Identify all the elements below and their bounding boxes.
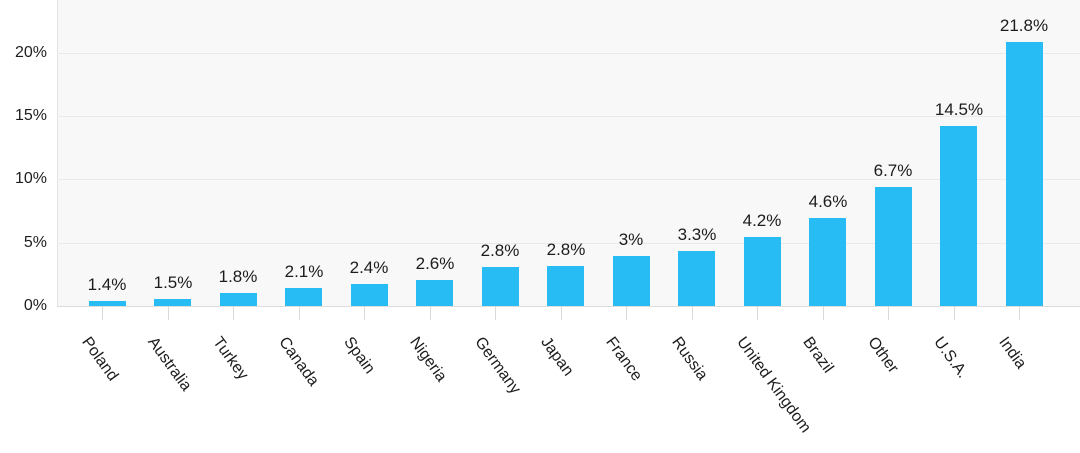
bar-value-label: 2.8% (546, 240, 586, 259)
x-axis-tick (888, 306, 889, 320)
bar-value-label: 2.8% (480, 241, 520, 260)
bar-nigeria (416, 280, 453, 306)
y-axis-tick-label: 20% (14, 44, 47, 61)
x-axis-tick (823, 306, 824, 320)
x-axis-label-nigeria: Nigeria (406, 334, 450, 385)
x-axis-label-brazil: Brazil (799, 334, 837, 377)
x-axis-tick (1019, 306, 1020, 320)
bar-canada (285, 288, 322, 306)
x-axis-tick (954, 306, 955, 320)
x-axis-label-poland: Poland (78, 334, 122, 385)
x-axis-tick (364, 306, 365, 320)
bar-india (1006, 42, 1043, 306)
x-axis-label-u-s-a: U.S.A. (930, 334, 972, 382)
x-axis-tick (430, 306, 431, 320)
gridline (57, 179, 1080, 180)
x-axis-label-spain: Spain (340, 334, 379, 378)
x-axis-label-canada: Canada (275, 334, 322, 390)
bar-united-kingdom (744, 237, 781, 306)
bar-value-label: 14.5% (934, 100, 984, 119)
bar-value-label: 2.1% (284, 262, 324, 281)
bar-value-label: 21.8% (999, 16, 1049, 35)
x-axis-label-india: India (995, 334, 1030, 373)
bar-germany (482, 267, 519, 306)
x-axis-label-russia: Russia (668, 334, 711, 384)
x-axis-baseline (57, 306, 1080, 307)
x-axis-tick (692, 306, 693, 320)
x-axis-label-japan: Japan (537, 334, 577, 380)
bar-spain (351, 284, 388, 306)
x-axis-label-germany: Germany (471, 334, 524, 398)
bar-value-label: 1.5% (153, 273, 193, 292)
bar-brazil (809, 218, 846, 306)
bar-value-label: 2.4% (349, 258, 389, 277)
bar-value-label: 1.8% (218, 267, 258, 286)
gridline (57, 53, 1080, 54)
x-axis-tick (561, 306, 562, 320)
x-axis-tick (168, 306, 169, 320)
bar-australia (154, 299, 191, 306)
y-axis-tick-label: 0% (23, 297, 47, 314)
x-axis-label-turkey: Turkey (209, 334, 252, 384)
plot-area (57, 0, 1080, 306)
x-axis-label-australia: Australia (144, 334, 195, 395)
bar-u-s-a (940, 126, 977, 306)
bar-value-label: 4.6% (808, 192, 848, 211)
x-axis-tick (299, 306, 300, 320)
bar-value-label: 3% (618, 230, 644, 249)
y-axis-tick-label: 5% (23, 234, 47, 251)
x-axis-tick (233, 306, 234, 320)
x-axis-tick (757, 306, 758, 320)
bar-value-label: 3.3% (677, 225, 717, 244)
bar-poland (89, 301, 126, 306)
bar-value-label: 4.2% (742, 211, 782, 230)
gridline (57, 243, 1080, 244)
y-axis-tick-label: 10% (14, 170, 47, 187)
bar-japan (547, 266, 584, 306)
bar-other (875, 187, 912, 306)
x-axis-tick (102, 306, 103, 320)
bar-value-label: 2.6% (415, 254, 455, 273)
bar-turkey (220, 293, 257, 306)
y-axis-tick-label: 15% (14, 107, 47, 124)
x-axis-tick (626, 306, 627, 320)
bar-france (613, 256, 650, 306)
x-axis-label-other: Other (864, 334, 902, 377)
bar-russia (678, 251, 715, 306)
bar-value-label: 1.4% (87, 275, 127, 294)
bar-value-label: 6.7% (873, 161, 913, 180)
x-axis-label-france: France (602, 334, 646, 385)
gridline (57, 116, 1080, 117)
x-axis-tick (495, 306, 496, 320)
